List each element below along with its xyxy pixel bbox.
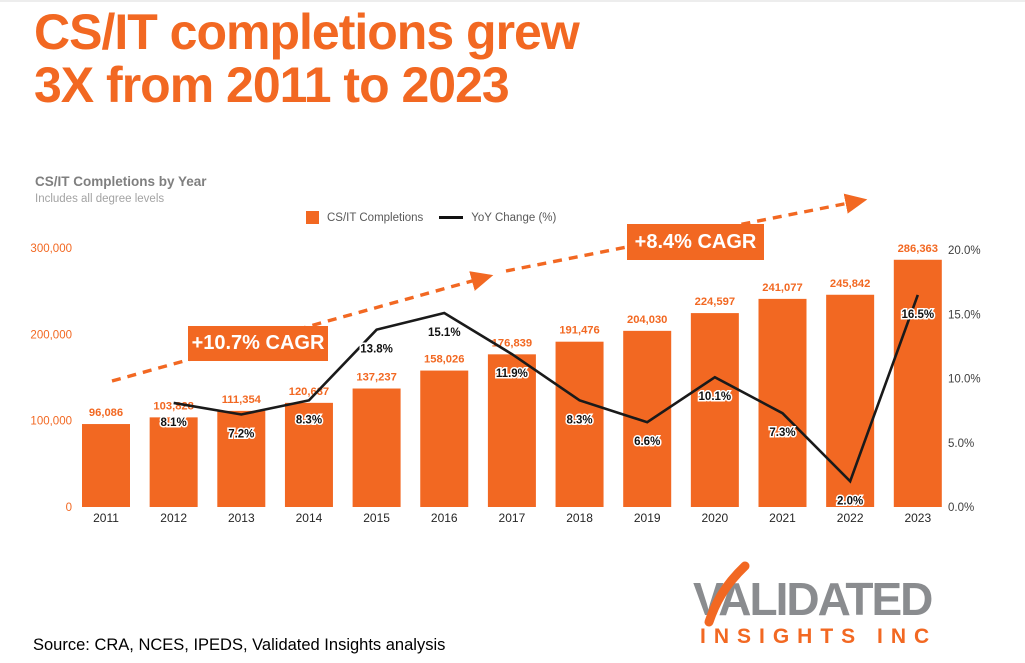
yoy-label-2022: 2.0% — [837, 495, 863, 507]
x-axis-label-2021: 2021 — [769, 511, 796, 525]
yoy-label-2021: 7.3% — [769, 427, 795, 439]
left-axis-tick: 100,000 — [30, 416, 72, 428]
yoy-label-2014: 8.3% — [296, 414, 322, 426]
bar-2018 — [555, 341, 604, 507]
bar-value-label-2023: 286,363 — [898, 243, 938, 255]
cagr-annotation-2011-2016: +10.7% CAGR — [188, 326, 328, 361]
x-axis-label-2019: 2019 — [634, 511, 661, 525]
right-axis-tick: 0.0% — [948, 502, 974, 514]
yoy-label-2012: 8.1% — [161, 417, 187, 429]
cagr-annotation-2016-2023: +8.4% CAGR — [627, 224, 764, 260]
x-axis-label-2022: 2022 — [837, 511, 864, 525]
bar-2022 — [826, 294, 875, 507]
bar-value-label-2013: 111,354 — [222, 394, 262, 406]
bar-value-label-2018: 191,476 — [559, 325, 599, 337]
legend-bar-label: CS/IT Completions — [327, 211, 424, 224]
legend: CS/IT Completions YoY Change (%) — [306, 211, 556, 224]
x-axis-label-2023: 2023 — [904, 511, 931, 525]
right-axis-tick: 10.0% — [948, 374, 981, 386]
chart-subtitle: Includes all degree levels — [35, 193, 165, 205]
right-axis-tick: 15.0% — [948, 309, 981, 321]
bar-value-label-2015: 137,237 — [356, 372, 396, 384]
left-axis-tick: 200,000 — [30, 329, 72, 341]
yoy-label-2018: 8.3% — [566, 414, 592, 426]
bar-value-label-2016: 158,026 — [424, 354, 464, 366]
yoy-label-2023: 16.5% — [901, 309, 934, 321]
bar-2016 — [420, 370, 469, 507]
x-axis-label-2017: 2017 — [499, 511, 526, 525]
right-axis-tick: 20.0% — [948, 245, 981, 257]
bar-2019 — [623, 330, 672, 507]
bar-2021 — [758, 298, 807, 507]
bar-value-label-2020: 224,597 — [695, 296, 735, 308]
bar-value-label-2022: 245,842 — [830, 278, 870, 290]
legend-line-label: YoY Change (%) — [471, 211, 557, 224]
yoy-label-2013: 7.2% — [228, 428, 254, 440]
line-series-swatch-icon — [439, 215, 464, 220]
yoy-label-2017: 11.9% — [496, 368, 528, 380]
page-title: CS/IT completions grew 3X from 2011 to 2… — [34, 4, 580, 113]
yoy-label-2015: 13.8% — [360, 344, 393, 356]
x-axis-label-2013: 2013 — [228, 511, 255, 525]
bar-2017 — [487, 354, 536, 507]
logo-insights-inc-text: INSIGHTS INC — [700, 625, 938, 648]
bar-2023 — [893, 259, 942, 507]
bar-value-label-2014: 120,637 — [289, 386, 329, 398]
x-axis-label-2016: 2016 — [431, 511, 458, 525]
x-axis-label-2018: 2018 — [566, 511, 593, 525]
logo-swoosh-icon — [704, 561, 750, 627]
bar-2012 — [149, 417, 198, 507]
page-title-line2: 3X from 2011 to 2023 — [34, 57, 510, 113]
left-axis-tick: 300,000 — [30, 243, 72, 255]
x-axis-label-2012: 2012 — [160, 511, 187, 525]
yoy-label-2016: 15.1% — [428, 327, 461, 339]
x-axis-label-2011: 2011 — [93, 511, 119, 525]
company-logo: VALIDATED INSIGHTS INC — [693, 561, 993, 649]
bar-2014 — [284, 402, 333, 507]
right-axis-tick: 5.0% — [948, 438, 974, 450]
bar-2015 — [352, 388, 401, 507]
bar-value-label-2019: 204,030 — [627, 314, 667, 326]
bar-series-swatch-icon — [306, 211, 319, 224]
chart-header: CS/IT Completions by Year Includes all d… — [35, 174, 207, 205]
yoy-change-line — [173, 294, 920, 484]
x-axis-label-2014: 2014 — [296, 511, 323, 525]
bar-value-label-2011: 96,086 — [89, 407, 123, 419]
chart-title: CS/IT Completions by Year — [35, 174, 207, 189]
left-axis-tick: 0 — [66, 502, 72, 514]
bar-value-label-2021: 241,077 — [762, 282, 802, 294]
bar-2013 — [217, 410, 266, 507]
yoy-label-2020: 10.1% — [699, 391, 732, 403]
x-axis-label-2020: 2020 — [701, 511, 728, 525]
source-note: Source: CRA, NCES, IPEDS, Validated Insi… — [33, 636, 446, 654]
bar-value-label-2017: 176,839 — [492, 337, 532, 349]
x-axis-label-2015: 2015 — [363, 511, 390, 525]
bar-2011 — [82, 424, 130, 507]
yoy-label-2019: 6.6% — [634, 436, 660, 448]
bar-2020 — [690, 313, 739, 507]
page-title-line1: CS/IT completions grew — [34, 4, 580, 60]
